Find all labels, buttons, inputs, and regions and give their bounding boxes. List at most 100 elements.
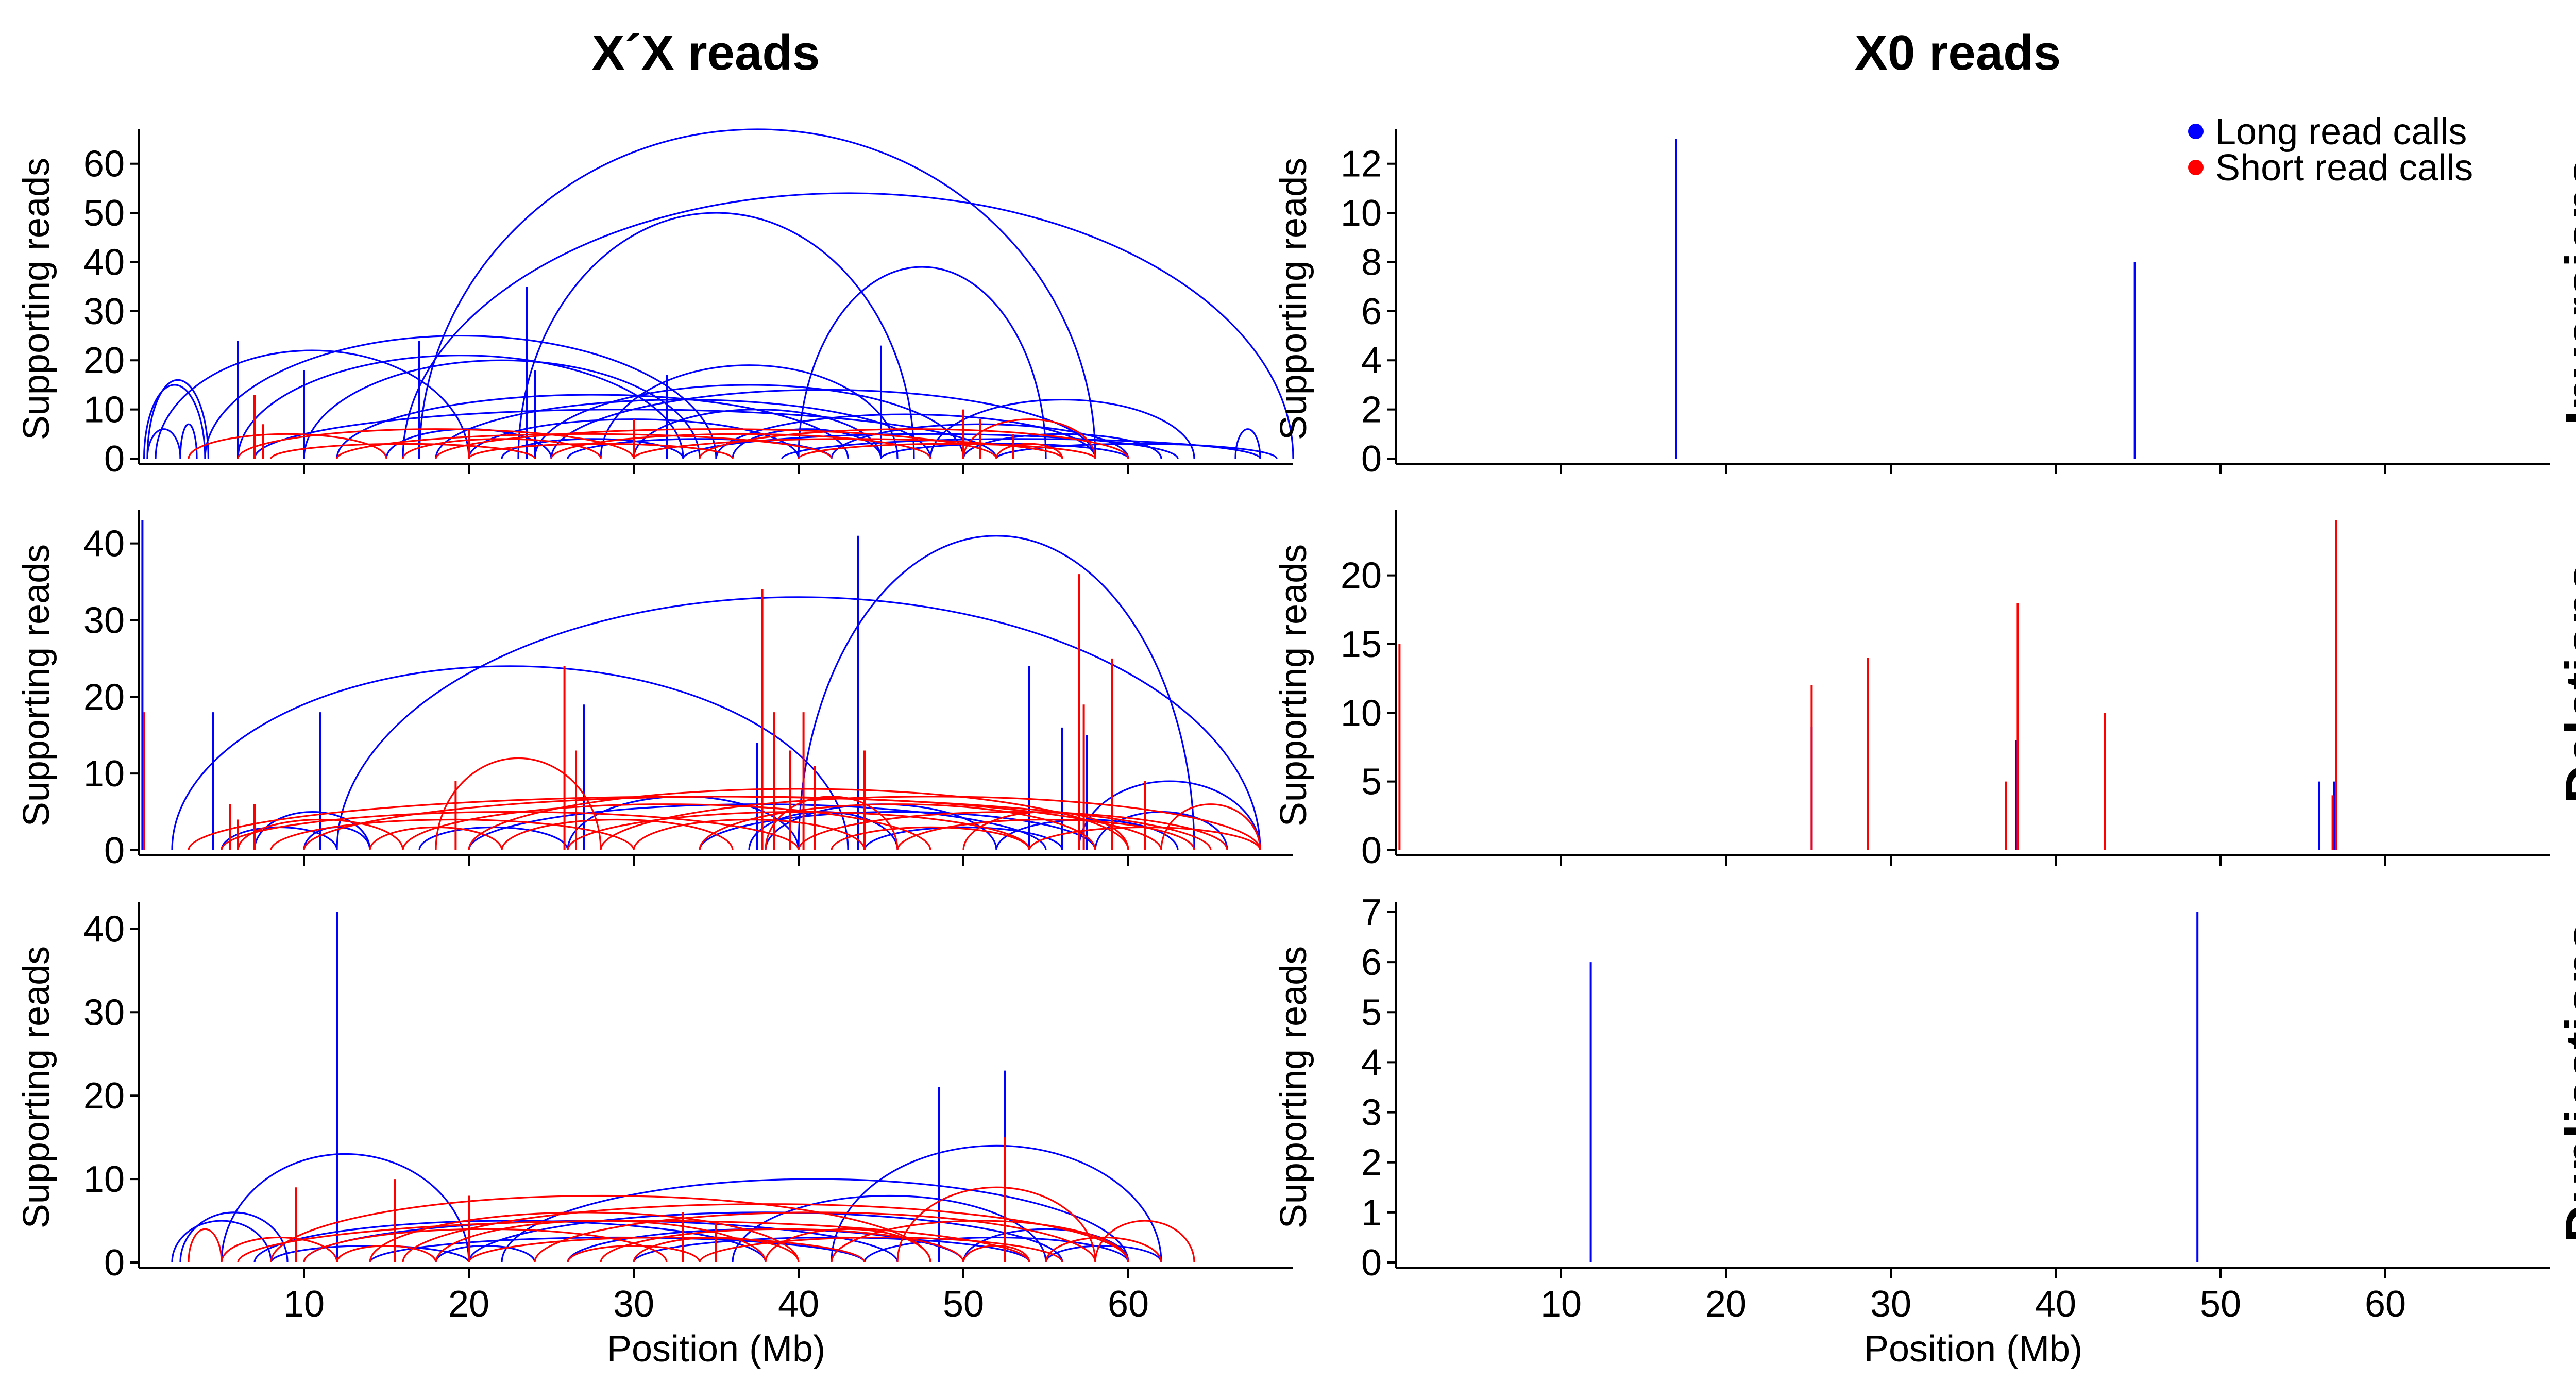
arc-long-8 [699,811,1096,851]
y-tick-label: 2 [1361,1142,1382,1184]
x-tick-label: 60 [2365,1284,2406,1325]
arc-long-0 [171,665,849,851]
series-long [1675,139,2136,459]
x-tick-label: 10 [1540,1284,1582,1325]
arc-short-0 [188,1228,223,1263]
arc-long-6 [237,355,684,459]
y-tick-label: 12 [1341,144,1382,185]
y-tick-label: 4 [1361,340,1382,381]
arc-short-9 [501,818,734,851]
arc-long-23 [715,413,1096,459]
panel-xx-duplications: 0 10 20 30 40 10 20 30 40 50 60 Supporting reads Pos… [16,902,1293,1370]
arc-short-16 [831,826,1030,851]
arc-short-12 [600,1228,964,1263]
arc-long-4 [336,596,1261,851]
y-tick-label: 60 [83,144,125,185]
legend-long-label: Long read calls [2215,111,2467,153]
arc-short-9 [699,428,1129,459]
series-short [188,395,1129,459]
x-axis-label: Position (Mb) [607,1328,825,1370]
y-tick-label: 5 [1361,992,1382,1033]
arc-short-3 [270,818,635,851]
arc-long-16 [517,212,915,459]
y-tick-label: 30 [83,600,125,641]
panel-xx-deletions: 0 10 20 30 40 Supporting reads [16,510,1293,871]
x-tick-label: 60 [1108,1284,1149,1325]
arc-long-2 [221,1153,470,1263]
y-axis-label: Supporting reads [1273,544,1314,827]
x-axis-label: Position (Mb) [1864,1328,2082,1370]
y-tick-label: 15 [1341,624,1382,665]
arc-long-32 [1234,428,1261,459]
y-axis-label: Supporting reads [16,158,57,440]
arc-long-9 [336,394,849,459]
arc-short-1 [221,1236,338,1263]
row-label-duplications: Duplications [2555,921,2576,1243]
arc-short-8 [435,1220,767,1263]
row-label-inversions: Inversions [2555,157,2576,425]
arc-long-14 [863,1236,1129,1263]
y-tick-label: 20 [83,340,125,381]
y-tick-label: 10 [83,1159,125,1200]
panel-x0-deletions: 0 5 10 15 20 Supporting reads [1273,510,2550,871]
arc-long-0 [146,428,181,459]
arc-short-2 [237,818,404,851]
series-short [188,1137,1195,1263]
y-tick-label: 40 [83,908,125,950]
arc-long-7 [435,1245,536,1263]
arc-long-4 [270,1245,470,1263]
arc-short-15 [798,811,1228,851]
y-axis-label: Supporting reads [1273,158,1314,440]
arc-long-8 [303,359,701,459]
arc-short-0 [188,433,387,459]
arc-long-28 [880,443,1129,459]
legend-short-label: Short read calls [2215,147,2473,189]
y-tick-label: 40 [83,242,125,283]
row-label-deletions: Deletions [2555,562,2576,803]
y-axis-label: Supporting reads [16,544,57,827]
arc-long-3 [179,423,198,459]
arc-short-14 [699,1236,1063,1263]
series-long [143,128,1294,459]
y-tick-label: 30 [83,992,125,1033]
arc-short-13 [699,803,1096,851]
y-tick-label: 0 [104,830,125,871]
series-long [171,912,1162,1263]
x-tick-label: 50 [2200,1284,2241,1325]
x-tick-label: 20 [1705,1284,1747,1325]
arc-long-26 [798,266,1047,459]
arc-short-18 [962,1245,1030,1263]
y-tick-label: 0 [1361,830,1382,871]
y-tick-label: 30 [83,291,125,332]
arc-long-15 [501,438,684,459]
x-tick-label: 40 [2035,1284,2076,1325]
y-tick-label: 7 [1361,892,1382,933]
arc-long-1 [143,384,206,459]
y-tick-label: 0 [104,1242,125,1284]
y-tick-label: 20 [83,1075,125,1117]
series-short [143,574,1261,851]
arc-long-2 [253,811,371,851]
legend-short-marker [2188,160,2204,175]
arc-long-11 [402,192,1294,459]
y-tick-label: 10 [1341,693,1382,734]
arc-short-10 [798,443,1096,459]
arc-short-3 [336,433,833,459]
legend: Long read calls Short read calls [2188,111,2473,189]
arc-long-18 [550,389,1096,459]
arc-short-11 [600,796,1261,851]
arc-short-2 [270,443,536,459]
y-tick-label: 10 [83,390,125,431]
y-tick-label: 8 [1361,242,1382,283]
y-tick-label: 10 [1341,193,1382,234]
arc-short-17 [896,818,1195,851]
x-tick-label: 40 [778,1284,819,1325]
arc-short-8 [633,438,1063,459]
arc-short-9 [468,1236,866,1263]
series-short [1398,520,2337,850]
arc-long-22 [682,433,1179,459]
panel-xx-inversions: 0 10 20 30 40 50 60 Supporting reads [16,128,1294,480]
arc-long-12 [863,826,1063,851]
